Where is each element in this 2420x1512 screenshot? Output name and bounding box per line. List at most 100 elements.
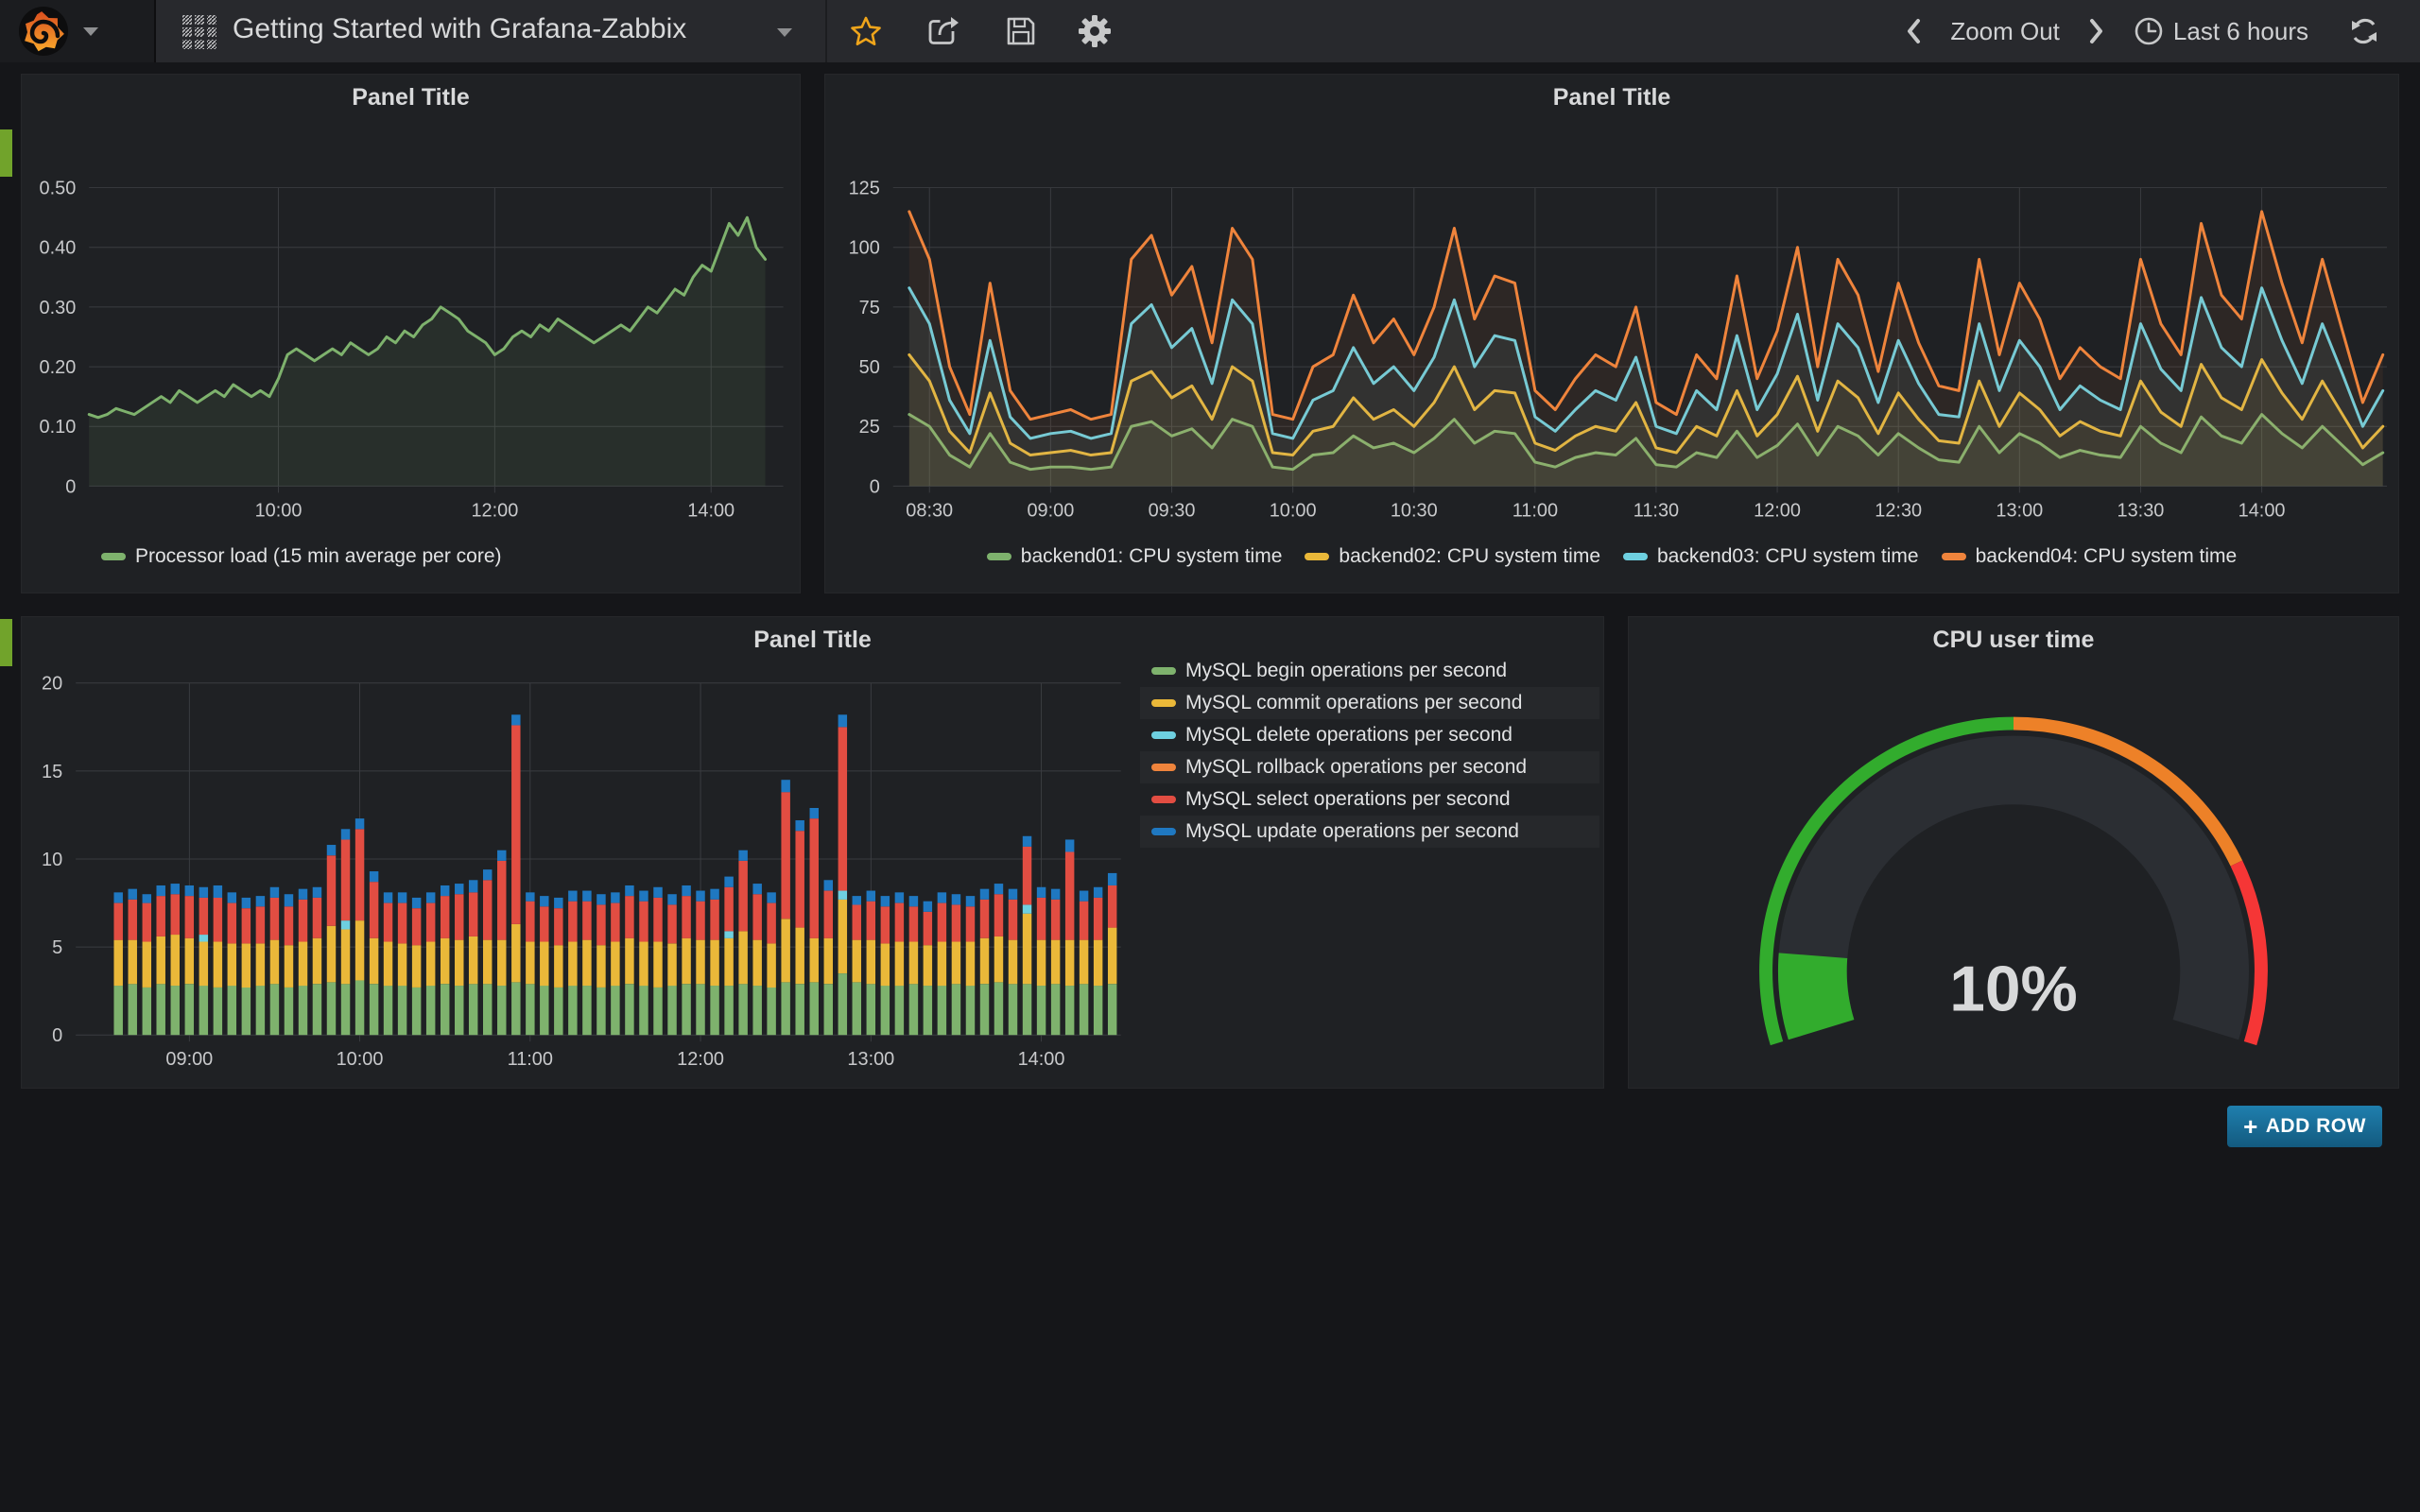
svg-text:13:30: 13:30 [2118,500,2165,521]
svg-text:10:00: 10:00 [1270,500,1317,521]
save-icon[interactable] [1004,14,1038,48]
panel-title[interactable]: Panel Title [753,627,872,653]
mysql-operations-chart[interactable]: 0 5 10 15 20 09:00 10:00 11:00 12:00 13:00 14:00 [22,617,1603,1088]
legend-swatch [1623,553,1648,560]
legend-label: Processor load (15 min average per core) [135,545,502,567]
legend-item[interactable]: MySQL update operations per second [1140,816,1599,848]
svg-text:15: 15 [42,762,62,782]
legend-item[interactable]: backend02: CPU system time [1293,542,1612,571]
legend-swatch [986,553,1011,560]
legend-label: backend04: CPU system time [1975,545,2238,567]
svg-text:20: 20 [42,674,62,695]
share-icon[interactable] [926,14,960,48]
legend-swatch [1151,764,1176,771]
grafana-logo [19,7,68,56]
legend-label: MySQL commit operations per second [1185,692,1523,713]
svg-text:10:00: 10:00 [337,1049,384,1070]
svg-text:0.20: 0.20 [40,357,77,378]
zoom-out-label: Zoom Out [1950,16,2060,45]
svg-text:11:00: 11:00 [508,1049,553,1070]
panel-mysql-operations: Panel Title 0 5 10 15 20 09:00 10:00 11:00 12:00… [21,616,1604,1089]
legend-item[interactable]: backend03: CPU system time [1612,542,1930,571]
svg-text:0.10: 0.10 [40,417,77,438]
processor-load-chart[interactable]: 0 0.10 0.20 0.30 0.40 0.50 10:00 12:00 14:00 [22,75,800,593]
svg-text:0: 0 [65,476,76,497]
svg-text:75: 75 [859,298,880,318]
svg-text:10: 10 [42,850,62,870]
legend-swatch [1151,667,1176,675]
svg-text:14:00: 14:00 [1018,1049,1065,1070]
grafana-logo-menu[interactable] [0,0,156,62]
row-handle[interactable] [0,619,12,666]
panel-cpu-system-time: Panel Title 0 25 50 75 100 125 08:30 09:00 09:30… [824,74,2399,593]
time-range-picker[interactable]: Last 6 hours [2134,16,2308,46]
clock-icon [2135,17,2163,45]
svg-text:12:00: 12:00 [471,500,518,521]
chevron-right-icon [2089,19,2102,43]
legend-label: MySQL select operations per second [1185,788,1511,810]
cpu-system-time-chart[interactable]: 0 25 50 75 100 125 08:30 09:00 09:30 10:00 10:30 11… [825,75,2398,593]
navbar: Getting Started with Grafana-Zabbix [0,0,2420,62]
dashboard-dropdown-caret-icon[interactable] [777,28,792,37]
legend-swatch [101,553,126,560]
legend-label: MySQL rollback operations per second [1185,756,1528,778]
legend-swatch [1151,699,1176,707]
svg-text:5: 5 [52,937,62,958]
plus-icon: + [2243,1112,2258,1141]
svg-text:0.30: 0.30 [40,298,77,318]
legend-item[interactable]: MySQL select operations per second [1140,783,1599,816]
row-handle[interactable] [0,129,12,177]
time-forward-button[interactable] [2086,17,2107,45]
legend: Processor load (15 min average per core) [90,542,513,571]
star-icon[interactable] [849,14,883,48]
dashboard-title[interactable]: Getting Started with Grafana-Zabbix [233,13,687,44]
svg-text:0.40: 0.40 [40,238,77,259]
svg-text:09:00: 09:00 [1027,500,1074,521]
legend-item[interactable]: MySQL commit operations per second [1140,687,1599,719]
svg-text:13:00: 13:00 [847,1049,894,1070]
legend-swatch [1151,731,1176,739]
svg-text:0: 0 [870,476,880,497]
legend-item[interactable]: MySQL rollback operations per second [1140,751,1599,783]
legend-label: backend01: CPU system time [1020,545,1283,567]
svg-text:09:30: 09:30 [1149,500,1196,521]
panel-title[interactable]: Panel Title [352,84,470,111]
cpu-user-time-gauge[interactable]: 10% [1629,617,2398,1088]
panel-title[interactable]: Panel Title [1552,84,1671,111]
svg-text:10:00: 10:00 [255,500,302,521]
panel-cpu-user-time: CPU user time 10% [1628,616,2399,1089]
time-controls: Zoom Out Last 6 hours [1903,0,2380,62]
panel-processor-load: Panel Title 0 0.10 0.20 0.30 0.40 0.50 10:00 12… [21,74,801,593]
refresh-icon [2352,18,2377,44]
svg-text:13:00: 13:00 [1996,500,2043,521]
legend-label: backend02: CPU system time [1339,545,1600,567]
legend-item[interactable]: backend04: CPU system time [1930,542,2249,571]
svg-text:0.50: 0.50 [40,179,77,199]
legend-item[interactable]: backend01: CPU system time [976,542,1294,571]
svg-text:10:30: 10:30 [1391,500,1438,521]
chevron-left-icon [1908,19,1921,43]
dashboard-grid-icon [182,15,216,49]
gear-icon[interactable] [1078,14,1112,48]
refresh-button[interactable] [2348,15,2380,47]
panel-title[interactable]: CPU user time [1932,627,2095,653]
legend-item[interactable]: MySQL begin operations per second [1140,655,1599,687]
svg-text:11:00: 11:00 [1512,500,1558,521]
legend-label: MySQL begin operations per second [1185,660,1508,681]
add-row-button[interactable]: + ADD ROW [2227,1106,2382,1147]
legend-label: MySQL delete operations per second [1185,724,1512,746]
time-back-button[interactable] [1903,17,1924,45]
legend-item[interactable]: Processor load (15 min average per core) [90,542,513,571]
divider [825,0,827,62]
legend-item[interactable]: MySQL delete operations per second [1140,719,1599,751]
svg-text:12:00: 12:00 [677,1049,724,1070]
svg-text:12:00: 12:00 [1754,500,1801,521]
zoom-out-button[interactable]: Zoom Out [1950,17,2060,46]
svg-text:11:30: 11:30 [1634,500,1679,521]
svg-text:09:00: 09:00 [165,1049,213,1070]
logo-dropdown-caret-icon [83,26,98,36]
svg-text:08:30: 08:30 [906,500,953,521]
svg-text:25: 25 [859,417,880,438]
legend-swatch [1941,553,1966,560]
legend: MySQL begin operations per second MySQL c… [1140,655,1599,848]
